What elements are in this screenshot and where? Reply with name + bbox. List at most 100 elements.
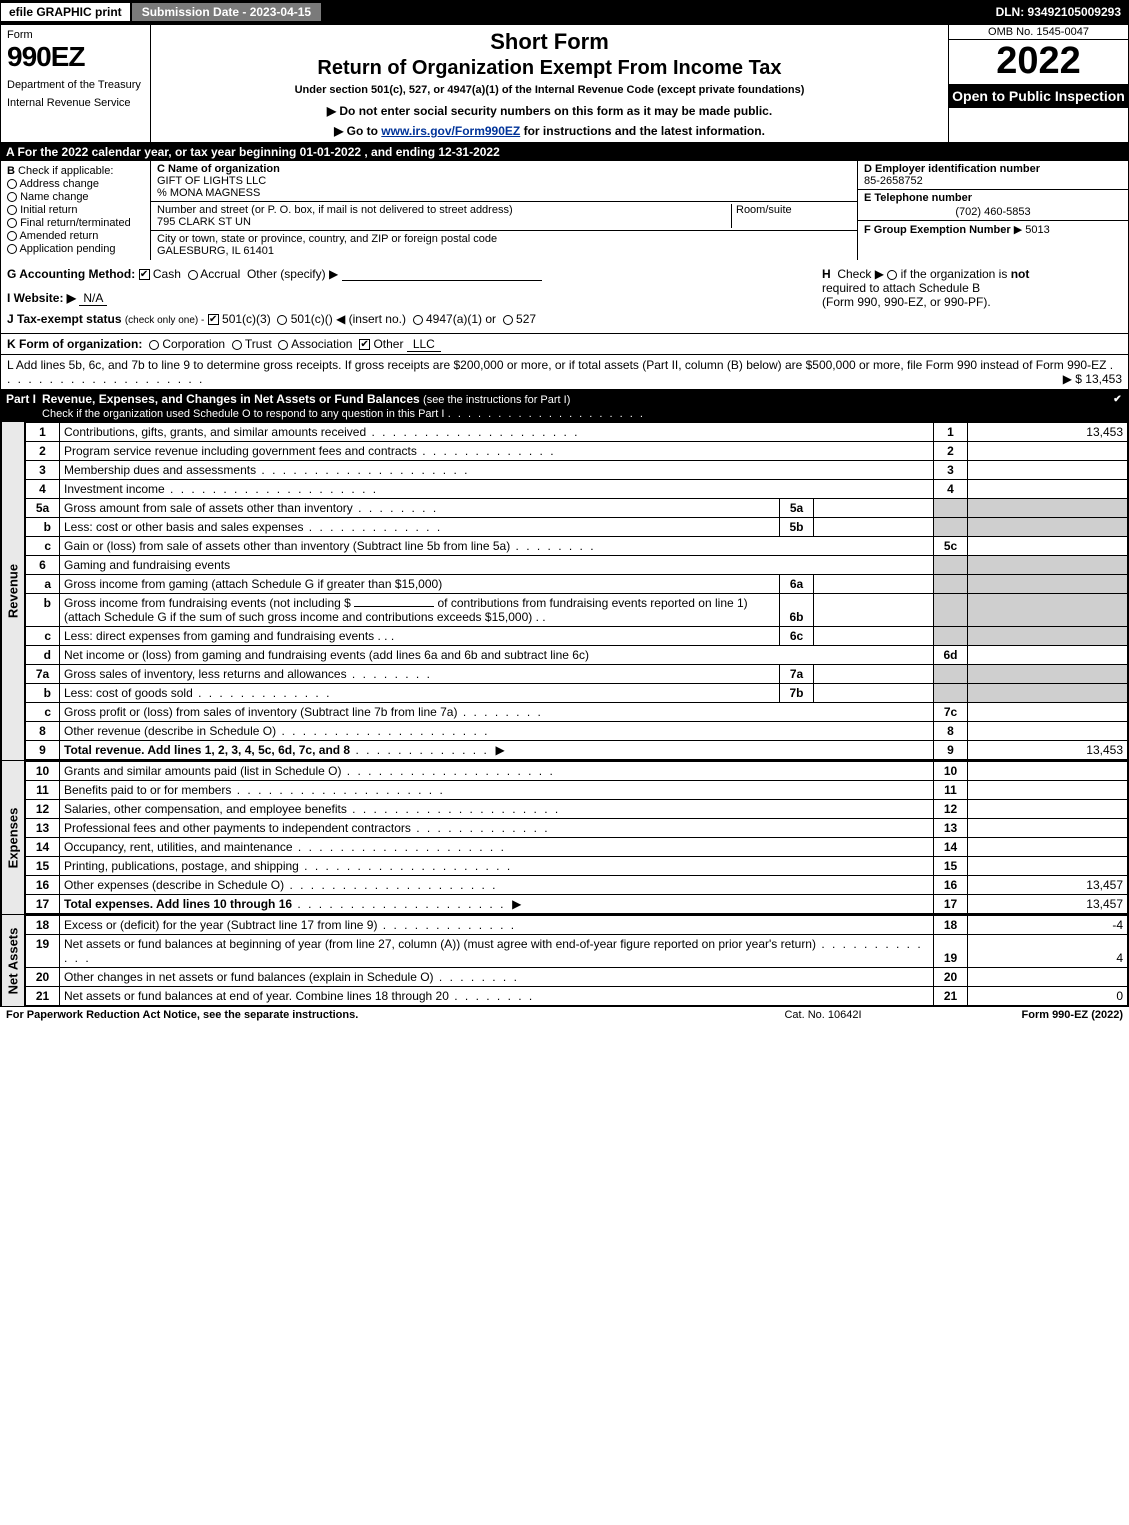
footer-right-post: (2022): [1088, 1009, 1123, 1021]
l12-rnum: 12: [934, 800, 968, 819]
l20-desc: Other changes in net assets or fund bala…: [60, 968, 934, 987]
footer-right: Form 990-EZ (2022): [923, 1009, 1123, 1021]
l9-amt: 13,453: [968, 741, 1128, 760]
chk-4947[interactable]: [413, 315, 423, 325]
room-suite: Room/suite: [731, 204, 851, 228]
part-i-checkbox[interactable]: [1103, 392, 1123, 420]
header-right: OMB No. 1545-0047 2022 Open to Public In…: [948, 25, 1128, 142]
ssn-warning: ▶ Do not enter social security numbers o…: [159, 104, 940, 118]
chk-initial-return[interactable]: Initial return: [7, 204, 144, 216]
chk-assoc[interactable]: [278, 340, 288, 350]
l3-amt: [968, 461, 1128, 480]
j-label: J Tax-exempt status: [7, 312, 122, 326]
chk-amended-return[interactable]: Amended return: [7, 230, 144, 242]
f-label: F Group Exemption Number: [864, 224, 1011, 236]
l6a-shade2: [968, 575, 1128, 594]
irs-link[interactable]: www.irs.gov/Form990EZ: [381, 124, 520, 138]
goto-post: for instructions and the latest informat…: [520, 124, 765, 138]
opt-final-return: Final return/terminated: [20, 217, 131, 229]
line-6c: c Less: direct expenses from gaming and …: [26, 627, 1128, 646]
l10-desc: Grants and similar amounts paid (list in…: [60, 762, 934, 781]
l10-amt: [968, 762, 1128, 781]
line-10: 10Grants and similar amounts paid (list …: [26, 762, 1128, 781]
l6d-rnum: 6d: [934, 646, 968, 665]
chk-501c3[interactable]: [208, 314, 219, 325]
expenses-vlabel: Expenses: [1, 761, 25, 914]
row-gh: G Accounting Method: Cash Accrual Other …: [7, 267, 1122, 309]
l13-rnum: 13: [934, 819, 968, 838]
chk-application-pending[interactable]: Application pending: [7, 243, 144, 255]
line-4: 4 Investment income 4: [26, 480, 1128, 499]
line-12: 12Salaries, other compensation, and empl…: [26, 800, 1128, 819]
l12-num: 12: [26, 800, 60, 819]
chk-name-change[interactable]: Name change: [7, 191, 144, 203]
l6b-inval: [814, 594, 934, 627]
lbl-accrual: Accrual: [200, 267, 240, 281]
line-5b: b Less: cost or other basis and sales ex…: [26, 518, 1128, 537]
lbl-501c: 501(c)(: [291, 312, 329, 326]
footer-center: Cat. No. 10642I: [723, 1009, 923, 1021]
l6a-inlbl: 6a: [780, 575, 814, 594]
line-11: 11Benefits paid to or for members11: [26, 781, 1128, 800]
i-website: I Website: ▶ N/A: [7, 291, 822, 305]
addr-label: Number and street (or P. O. box, if mail…: [157, 204, 513, 216]
l6c-shade1: [934, 627, 968, 646]
net-assets-vlabel-text: Net Assets: [6, 927, 21, 994]
revenue-vlabel: Revenue: [1, 422, 25, 760]
part-i-dots: [448, 408, 645, 420]
other-method-blank[interactable]: [342, 269, 542, 281]
l16-desc: Other expenses (describe in Schedule O): [60, 876, 934, 895]
chk-501c[interactable]: [277, 315, 287, 325]
lbl-corp: Corporation: [162, 337, 225, 351]
expenses-table: 10Grants and similar amounts paid (list …: [25, 761, 1128, 914]
line-3: 3 Membership dues and assessments 3: [26, 461, 1128, 480]
b-text: Check if applicable:: [18, 165, 113, 177]
lbl-4947: 4947(a)(1) or: [426, 312, 496, 326]
l16-num: 16: [26, 876, 60, 895]
l7c-num: c: [26, 703, 60, 722]
revenue-table: 1 Contributions, gifts, grants, and simi…: [25, 422, 1128, 760]
l5b-shade2: [968, 518, 1128, 537]
chk-corp[interactable]: [149, 340, 159, 350]
chk-final-return[interactable]: Final return/terminated: [7, 217, 144, 229]
l7a-shade2: [968, 665, 1128, 684]
efile-label[interactable]: efile GRAPHIC print: [0, 2, 131, 22]
l1-desc: Contributions, gifts, grants, and simila…: [60, 423, 934, 442]
expenses-vlabel-text: Expenses: [6, 807, 21, 868]
l6b-blank[interactable]: [354, 606, 434, 607]
l7b-inval: [814, 684, 934, 703]
l7a-shade1: [934, 665, 968, 684]
top-bar: efile GRAPHIC print Submission Date - 20…: [0, 0, 1129, 24]
chk-accrual[interactable]: [188, 270, 198, 280]
l6b-num: b: [26, 594, 60, 627]
opt-amended-return: Amended return: [19, 230, 98, 242]
chk-cash[interactable]: [139, 269, 150, 280]
l10-rnum: 10: [934, 762, 968, 781]
l-text: L Add lines 5b, 6c, and 7b to line 9 to …: [7, 358, 1106, 372]
lbl-501c3: 501(c)(3): [222, 312, 271, 326]
l7b-inlbl: 7b: [780, 684, 814, 703]
chk-other-org[interactable]: [359, 339, 370, 350]
d-label: D Employer identification number: [864, 163, 1040, 175]
revenue-section: Revenue 1 Contributions, gifts, grants, …: [0, 422, 1129, 761]
l7a-num: 7a: [26, 665, 60, 684]
l7c-rnum: 7c: [934, 703, 968, 722]
l8-num: 8: [26, 722, 60, 741]
chk-527[interactable]: [503, 315, 513, 325]
l16-rnum: 16: [934, 876, 968, 895]
l6a-inval: [814, 575, 934, 594]
line-9: 9 Total revenue. Add lines 1, 2, 3, 4, 5…: [26, 741, 1128, 760]
l2-num: 2: [26, 442, 60, 461]
l2-amt: [968, 442, 1128, 461]
l5a-shade2: [968, 499, 1128, 518]
l5b-inlbl: 5b: [780, 518, 814, 537]
chk-address-change[interactable]: Address change: [7, 178, 144, 190]
l18-rnum: 18: [934, 916, 968, 935]
l12-desc: Salaries, other compensation, and employ…: [60, 800, 934, 819]
chk-trust[interactable]: [232, 340, 242, 350]
part-i-sub-a: (see the instructions for Part I): [423, 394, 570, 406]
h-checkbox[interactable]: [887, 270, 897, 280]
l11-num: 11: [26, 781, 60, 800]
l10-num: 10: [26, 762, 60, 781]
line-2: 2 Program service revenue including gove…: [26, 442, 1128, 461]
